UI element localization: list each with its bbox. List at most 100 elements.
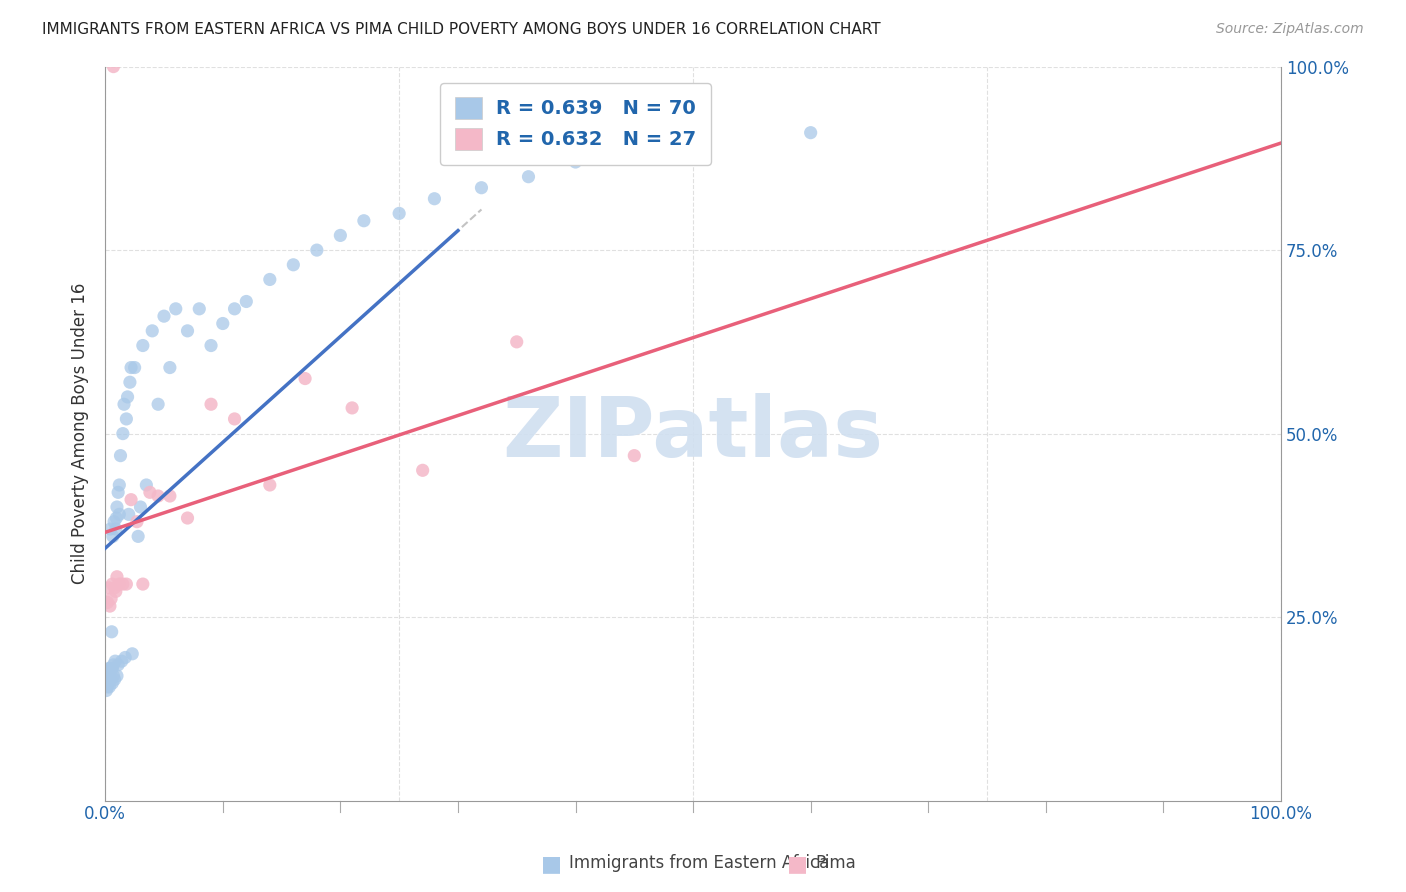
Point [115, 412, 138, 426]
Point [112, 397, 135, 411]
Point [211, 317, 233, 331]
Point [104, 584, 127, 599]
Point [100, 522, 122, 536]
Point [108, 577, 131, 591]
Point [200, 397, 222, 411]
Point [259, 478, 281, 492]
Point [105, 570, 128, 584]
Text: Pima: Pima [815, 855, 856, 872]
Point [97, 581, 120, 595]
Point [103, 669, 125, 683]
Point [129, 500, 152, 514]
Point [623, 147, 645, 161]
Text: Source: ZipAtlas.com: Source: ZipAtlas.com [1216, 22, 1364, 37]
Point [388, 206, 411, 220]
Point [105, 500, 128, 514]
Point [100, 673, 122, 687]
Y-axis label: Child Poverty Among Boys Under 16: Child Poverty Among Boys Under 16 [72, 283, 89, 584]
Point [124, 360, 146, 375]
Point [98, 599, 121, 613]
Point [98, 661, 121, 675]
Point [104, 581, 127, 595]
Point [517, 169, 540, 184]
Point [115, 577, 138, 591]
Point [121, 647, 143, 661]
Point [108, 478, 131, 492]
Point [101, 577, 124, 591]
Point [101, 661, 124, 675]
Point [153, 309, 176, 323]
Point [101, 676, 124, 690]
Point [100, 624, 122, 639]
Point [159, 489, 181, 503]
Point [118, 376, 141, 390]
Point [97, 676, 120, 690]
Point [283, 258, 305, 272]
Point [111, 577, 134, 591]
Point [132, 338, 155, 352]
Point [200, 338, 222, 352]
Point [146, 489, 169, 503]
Point [800, 126, 823, 140]
Point [101, 529, 124, 543]
Point [353, 213, 375, 227]
Point [107, 657, 129, 672]
Point [110, 449, 132, 463]
Point [340, 401, 363, 415]
Point [108, 508, 131, 522]
Point [141, 324, 163, 338]
Point [623, 449, 645, 463]
Point [100, 661, 122, 675]
Point [329, 228, 352, 243]
Point [97, 669, 120, 683]
Point [470, 180, 492, 194]
Point [107, 485, 129, 500]
Point [100, 591, 122, 606]
Point [423, 192, 446, 206]
Legend: R = 0.639   N = 70, R = 0.632   N = 27: R = 0.639 N = 70, R = 0.632 N = 27 [440, 83, 711, 165]
Point [111, 426, 134, 441]
Text: ■: ■ [787, 854, 808, 873]
Text: Immigrants from Eastern Africa: Immigrants from Eastern Africa [569, 855, 830, 872]
Point [165, 301, 187, 316]
Point [139, 485, 162, 500]
Point [103, 657, 125, 672]
Point [176, 324, 198, 338]
Point [98, 673, 121, 687]
Point [98, 680, 121, 694]
Point [111, 654, 134, 668]
Point [506, 334, 529, 349]
Point [176, 511, 198, 525]
Point [259, 272, 281, 286]
Point [188, 301, 211, 316]
Point [120, 360, 142, 375]
Point [96, 676, 118, 690]
Point [105, 669, 128, 683]
Point [127, 529, 149, 543]
Point [224, 301, 246, 316]
Point [97, 661, 120, 675]
Point [97, 669, 120, 683]
Point [412, 463, 434, 477]
Point [120, 492, 142, 507]
Point [105, 511, 128, 525]
Point [104, 522, 127, 536]
Point [146, 397, 169, 411]
Point [104, 654, 127, 668]
Point [132, 577, 155, 591]
Point [117, 390, 139, 404]
Point [103, 515, 125, 529]
Point [682, 140, 704, 154]
Point [104, 673, 127, 687]
Point [135, 478, 157, 492]
Point [159, 360, 181, 375]
Point [97, 595, 120, 609]
Text: ZIPatlas: ZIPatlas [502, 393, 883, 475]
Point [224, 412, 246, 426]
Point [114, 650, 136, 665]
Point [96, 683, 118, 698]
Point [305, 243, 328, 257]
Text: IMMIGRANTS FROM EASTERN AFRICA VS PIMA CHILD POVERTY AMONG BOYS UNDER 16 CORRELA: IMMIGRANTS FROM EASTERN AFRICA VS PIMA C… [42, 22, 880, 37]
Point [103, 60, 125, 74]
Point [125, 515, 148, 529]
